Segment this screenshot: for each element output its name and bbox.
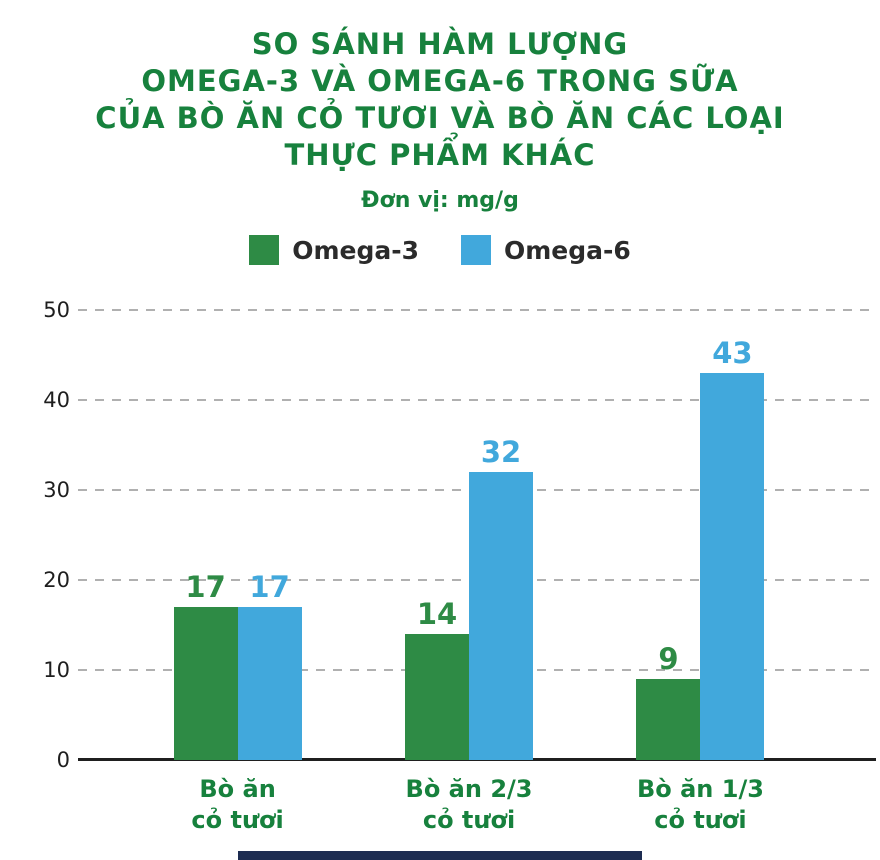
bar-column-omega-6-3: 43: [700, 336, 765, 760]
y-axis-labels: 0 10 20 30 40 50: [0, 298, 70, 772]
y-tick-label-10: 10: [43, 658, 70, 682]
legend-item-omega6: Omega-6: [461, 235, 631, 265]
y-tick-label-40: 40: [43, 388, 70, 412]
x-axis-labels: Bò ăn cỏ tươi Bò ăn 2/3 cỏ tươi Bò ăn 1/3 …: [78, 774, 876, 854]
bar-value-label-omega-3-1: 17: [185, 570, 226, 604]
bar-omega-3-2: [405, 634, 470, 760]
bar-column-omega-6-2: 32: [469, 435, 534, 760]
bar-omega-3-3: [636, 679, 701, 760]
bar-column-omega-6-1: 17: [237, 570, 302, 760]
bar-omega-6-2: [469, 472, 534, 760]
chart-title-line-1: SO SÁNH HÀM LƯỢNG: [251, 27, 629, 61]
bar-value-label-omega-3-3: 9: [658, 642, 679, 676]
chart-title-line-2: OMEGA-3 VÀ OMEGA-6 TRONG SỮA: [141, 64, 739, 98]
bar-value-label-omega-6-3: 43: [712, 336, 753, 370]
legend-item-omega3: Omega-3: [249, 235, 419, 265]
bar-value-label-omega-3-2: 14: [416, 597, 458, 631]
plot-area: 17 17 14 32 9 43: [78, 309, 876, 761]
footer-accent-bar: [238, 851, 642, 860]
chart-title-line-3: CỦA BÒ ĂN CỎ TƯƠI VÀ BÒ ĂN CÁC LOẠI: [95, 101, 785, 135]
legend-label-omega6: Omega-6: [504, 235, 631, 265]
chart-title-line-4: THỰC PHẨM KHÁC: [284, 138, 596, 172]
gridline-40: [78, 399, 876, 401]
bar-column-omega-3-3: 9: [636, 642, 701, 760]
bar-column-omega-3-2: 14: [405, 597, 470, 760]
category-label-2: Bò ăn 2/3 cỏ tươi: [405, 775, 533, 834]
bar-chart: 0 10 20 30 40 50 17 17 14 32 9 43 Bò ăn cỏ tươi Bò …: [0, 298, 880, 860]
bar-group-2: 14 32: [405, 435, 534, 760]
y-tick-label-30: 30: [43, 478, 70, 502]
chart-title: SO SÁNH HÀM LƯỢNG OMEGA-3 VÀ OMEGA-6 TRO…: [0, 0, 880, 174]
bar-omega-6-1: [237, 607, 302, 760]
category-label-1: Bò ăn cỏ tươi: [191, 775, 284, 834]
legend-swatch-omega6-icon: [461, 235, 491, 265]
y-tick-label-20: 20: [43, 568, 70, 592]
gridline-50: [78, 309, 876, 311]
bar-omega-6-3: [700, 373, 765, 760]
bar-value-label-omega-6-1: 17: [249, 570, 290, 604]
bar-column-omega-3-1: 17: [173, 570, 238, 760]
bar-group-1: 17 17: [173, 570, 302, 760]
legend-label-omega3: Omega-3: [292, 235, 419, 265]
bar-value-label-omega-6-2: 32: [480, 435, 522, 469]
legend: Omega-3 Omega-6: [0, 235, 880, 265]
unit-label: Đơn vị: mg/g: [361, 188, 519, 213]
y-tick-label-0: 0: [56, 748, 70, 772]
category-label-3: Bò ăn 1/3 cỏ tươi: [636, 775, 764, 834]
legend-swatch-omega3-icon: [249, 235, 280, 265]
y-tick-label-50: 50: [43, 298, 70, 322]
bar-group-3: 9 43: [636, 336, 765, 760]
bar-omega-3-1: [173, 607, 238, 760]
